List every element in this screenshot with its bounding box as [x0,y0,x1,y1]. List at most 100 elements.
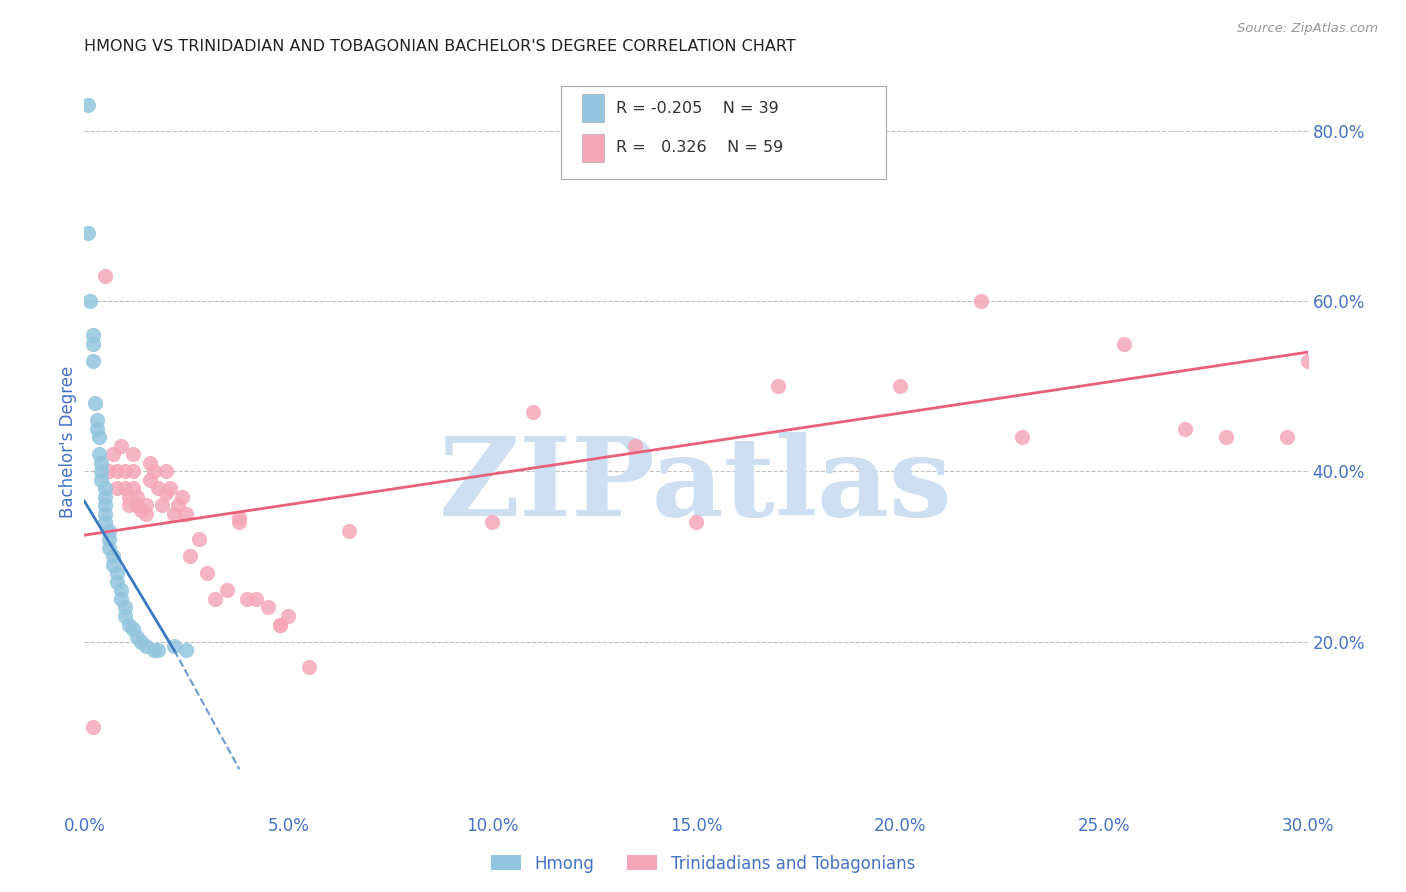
Point [122,464,145,478]
Point [481,516,503,530]
Point [150,499,173,513]
Point [118,490,141,504]
Point [970,294,993,309]
Point [114,600,136,615]
Point [1215,430,1237,444]
Point [93,499,115,513]
Point [179,549,201,564]
Point [339,524,361,538]
Point [217,583,239,598]
Point [277,609,299,624]
Point [110,591,132,606]
Bar [582,95,605,122]
Point [1114,336,1136,351]
Point [82,328,104,343]
Bar [582,134,605,161]
Point [236,591,259,606]
Point [101,549,124,564]
Point [135,499,157,513]
Point [114,609,136,624]
Point [298,660,321,674]
Point [127,490,149,504]
Point [1174,422,1197,436]
Point [155,485,177,500]
Point [127,499,149,513]
Point [163,507,186,521]
Point [118,499,141,513]
Point [90,456,112,470]
Text: HMONG VS TRINIDADIAN AND TOBAGONIAN BACHELOR'S DEGREE CORRELATION CHART: HMONG VS TRINIDADIAN AND TOBAGONIAN BACH… [84,38,796,54]
Point [86,413,108,427]
Point [167,499,190,513]
Point [122,447,145,461]
Point [204,591,226,606]
Point [187,533,209,547]
Point [93,481,115,495]
Point [82,353,104,368]
Point [138,456,160,470]
Point [105,574,128,589]
Point [163,639,186,653]
Point [87,430,110,444]
Point [889,379,911,393]
Point [131,634,153,648]
Point [93,507,115,521]
Point [257,600,280,615]
Point [624,439,647,453]
Point [269,617,291,632]
Point [105,481,128,495]
Point [174,507,197,521]
Point [228,511,250,525]
Point [93,268,115,283]
Point [114,464,136,478]
Point [269,617,291,632]
Point [86,422,108,436]
Point [135,639,157,653]
Point [93,490,115,504]
Point [142,643,165,657]
Text: R =   0.326    N = 59: R = 0.326 N = 59 [616,140,783,155]
Point [93,516,115,530]
Point [118,617,141,632]
Point [83,396,105,410]
Point [174,643,197,657]
Point [159,481,181,495]
Point [766,379,789,393]
Point [87,447,110,461]
Point [105,566,128,581]
Point [101,558,124,572]
Text: ZIPatlas: ZIPatlas [439,433,953,540]
Point [1011,430,1033,444]
Point [97,533,120,547]
Point [110,583,132,598]
Point [97,524,120,538]
Point [522,405,544,419]
Point [172,490,194,504]
Point [1277,430,1299,444]
Point [122,622,145,636]
Y-axis label: Bachelor's Degree: Bachelor's Degree [59,366,77,517]
Point [195,566,218,581]
Point [685,516,707,530]
Text: R = -0.205    N = 39: R = -0.205 N = 39 [616,101,779,116]
Point [101,447,124,461]
Point [77,98,100,112]
Point [110,439,132,453]
Point [105,464,128,478]
Point [122,481,145,495]
Point [127,630,149,644]
Point [82,336,104,351]
Point [146,643,169,657]
Point [79,294,101,309]
Point [146,481,169,495]
Point [135,507,157,521]
Point [90,473,112,487]
Point [142,464,165,478]
Point [82,720,104,734]
Legend: Hmong, Trinidadians and Tobagonians: Hmong, Trinidadians and Tobagonians [484,848,922,880]
Text: Source: ZipAtlas.com: Source: ZipAtlas.com [1237,22,1378,36]
FancyBboxPatch shape [561,87,886,178]
Point [97,541,120,555]
Point [245,591,267,606]
Point [131,502,153,516]
